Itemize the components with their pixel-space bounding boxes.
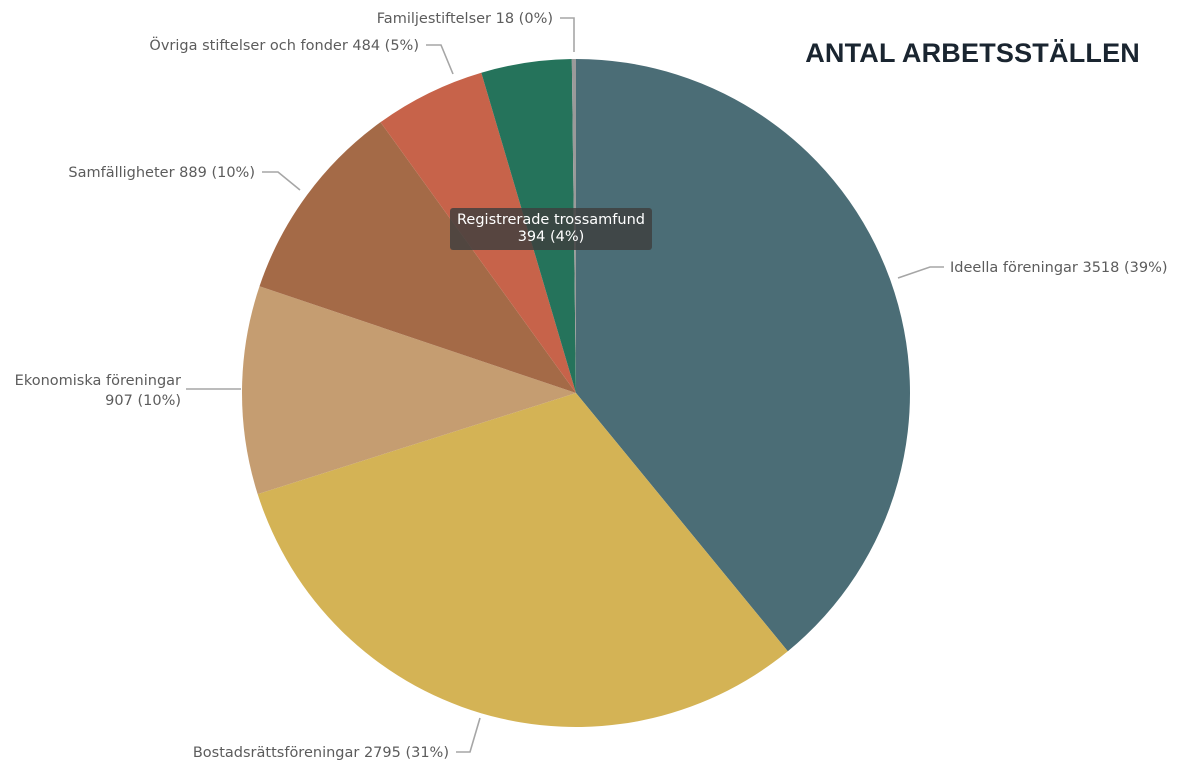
slice-label: Ideella föreningar 3518 (39%): [950, 260, 1168, 276]
pie-slice-ideella-föreningar[interactable]: [576, 59, 911, 652]
slice-label: Familjestiftelser 18 (0%): [377, 11, 553, 27]
leader-line: [560, 17, 575, 52]
leader-line: [897, 266, 944, 279]
tooltip: Registrerade trossamfund 394 (4%): [450, 208, 652, 250]
pie-slice-ekonomiska-föreningar[interactable]: [241, 286, 576, 495]
pie-slice-bostadsrättsföreningar[interactable]: [257, 393, 788, 727]
chart-title: ANTAL ARBETSSTÄLLEN: [805, 38, 1140, 68]
slice-label: Övriga stiftelser och fonder 484 (5%): [149, 36, 419, 54]
tooltip-title: Registrerade trossamfund: [457, 212, 645, 228]
leader-line: [262, 171, 301, 191]
slice-label: Bostadsrättsföreningar 2795 (31%): [193, 745, 449, 761]
slice-label: 907 (10%): [105, 393, 181, 409]
leader-line: [426, 44, 454, 75]
slice-label: Samfälligheter 889 (10%): [68, 165, 255, 181]
slice-label: Ekonomiska föreningar: [15, 373, 181, 389]
leader-line: [456, 717, 481, 753]
pie-slice-samfälligheter[interactable]: [259, 122, 576, 393]
tooltip-value: 394 (4%): [517, 229, 585, 245]
